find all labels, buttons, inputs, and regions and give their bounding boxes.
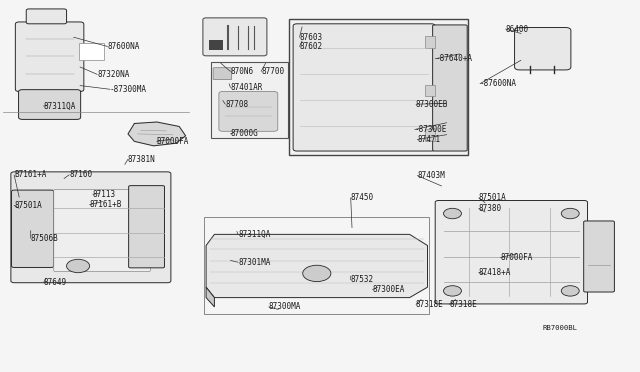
Bar (211, 62, 288, 138)
Text: 87300MA: 87300MA (269, 302, 301, 311)
FancyBboxPatch shape (219, 92, 278, 131)
Text: RB7000BL: RB7000BL (543, 325, 578, 331)
Circle shape (444, 286, 461, 296)
Polygon shape (128, 122, 186, 146)
Circle shape (67, 259, 90, 273)
Circle shape (561, 286, 579, 296)
Text: 87600NA: 87600NA (108, 42, 140, 51)
Bar (204, 217, 429, 314)
Text: 87450: 87450 (351, 193, 374, 202)
Text: 87418+A: 87418+A (479, 268, 511, 277)
FancyBboxPatch shape (54, 189, 150, 272)
Text: 87649: 87649 (44, 278, 67, 287)
Bar (209, 40, 223, 50)
Text: 87113: 87113 (93, 190, 116, 199)
Text: 87311QA: 87311QA (238, 230, 271, 239)
FancyBboxPatch shape (12, 190, 54, 267)
Bar (425, 85, 435, 96)
FancyBboxPatch shape (584, 221, 614, 292)
Text: 87501A: 87501A (479, 193, 506, 202)
Text: 87318E: 87318E (449, 300, 477, 309)
Bar (289, 19, 468, 155)
FancyBboxPatch shape (19, 90, 81, 119)
FancyBboxPatch shape (293, 24, 435, 151)
FancyBboxPatch shape (203, 18, 267, 56)
FancyBboxPatch shape (11, 172, 171, 283)
Polygon shape (206, 287, 214, 307)
Bar (425, 36, 435, 48)
Text: 87471: 87471 (417, 135, 440, 144)
Text: 87602: 87602 (300, 42, 323, 51)
Text: 87708: 87708 (225, 100, 248, 109)
Bar (425, 129, 435, 141)
Text: 87532: 87532 (351, 275, 374, 284)
Text: -87300MA: -87300MA (110, 85, 147, 94)
Text: 87318E: 87318E (416, 300, 444, 309)
Circle shape (303, 265, 331, 282)
Text: -87300E: -87300E (415, 125, 447, 134)
FancyBboxPatch shape (213, 68, 232, 80)
Bar (79, 43, 104, 60)
Text: -87640+A: -87640+A (435, 54, 472, 63)
FancyBboxPatch shape (435, 201, 588, 304)
Text: 87300EA: 87300EA (372, 285, 405, 294)
FancyBboxPatch shape (433, 25, 467, 151)
FancyBboxPatch shape (129, 186, 164, 268)
Circle shape (444, 208, 461, 219)
Text: B7000FA: B7000FA (157, 137, 189, 146)
Text: 87403M: 87403M (417, 171, 445, 180)
FancyBboxPatch shape (15, 22, 84, 92)
Text: 87301MA: 87301MA (238, 258, 271, 267)
Text: 87160: 87160 (69, 170, 92, 179)
Text: 87603: 87603 (300, 33, 323, 42)
Text: 87381N: 87381N (128, 155, 156, 164)
Text: 87700: 87700 (261, 67, 284, 76)
Text: 87000G: 87000G (230, 129, 258, 138)
Text: 870N6: 870N6 (230, 67, 253, 76)
Polygon shape (206, 234, 428, 298)
Circle shape (561, 208, 579, 219)
Text: 87401AR: 87401AR (230, 83, 263, 92)
Text: -87600NA: -87600NA (480, 79, 517, 88)
Text: 87506B: 87506B (31, 234, 58, 243)
Text: 86400: 86400 (506, 25, 529, 33)
FancyBboxPatch shape (515, 28, 571, 70)
Text: 87501A: 87501A (14, 201, 42, 210)
Text: 87311QA: 87311QA (44, 102, 76, 110)
Text: 87300EB: 87300EB (416, 100, 449, 109)
Text: B7161+A: B7161+A (14, 170, 47, 179)
Text: 87320NA: 87320NA (97, 70, 130, 79)
Text: 87161+B: 87161+B (90, 200, 122, 209)
Text: 87000FA: 87000FA (500, 253, 533, 262)
Text: 87380: 87380 (479, 204, 502, 213)
FancyBboxPatch shape (26, 9, 67, 24)
